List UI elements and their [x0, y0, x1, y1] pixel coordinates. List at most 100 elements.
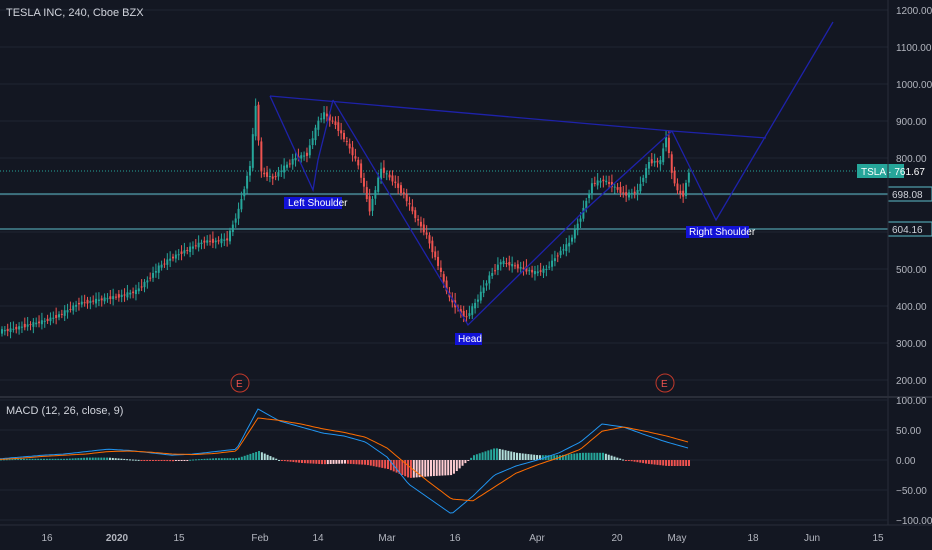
- macd-histogram-bar: [40, 458, 43, 460]
- macd-histogram-bar: [28, 458, 31, 460]
- candle-body: [291, 159, 294, 165]
- level-604-text: 604.16: [892, 225, 923, 236]
- head-shoulders-pattern[interactable]: [269, 21, 834, 327]
- candle-body: [23, 323, 26, 328]
- candle-body: [479, 291, 482, 301]
- earnings-marker-1[interactable]: E: [230, 373, 250, 393]
- price-tick-label: 900.00: [896, 117, 927, 128]
- macd-histogram-bar: [622, 459, 625, 461]
- left-shoulder-label[interactable]: Left Shoulder: [284, 197, 348, 209]
- candle-body: [134, 289, 137, 295]
- candle-body: [60, 313, 63, 315]
- macd-histogram-bar: [326, 460, 329, 465]
- candle-body: [126, 292, 129, 298]
- pattern-left-shoulder-line[interactable]: [269, 95, 334, 193]
- level-tag-698[interactable]: 698.08: [887, 186, 932, 202]
- macd-histogram-bar: [679, 460, 682, 466]
- candle-body: [206, 240, 209, 243]
- macd-histogram-bar: [645, 460, 647, 464]
- candle-body: [343, 132, 345, 140]
- macd-tick-label: −100.00: [896, 516, 932, 527]
- macd-histogram-bar: [192, 459, 195, 461]
- candle-body: [220, 238, 223, 244]
- candle-body: [240, 199, 243, 210]
- candle-body: [351, 147, 354, 156]
- macd-histogram-bar: [232, 458, 235, 460]
- candle-body: [613, 186, 616, 188]
- macd-histogram-bar: [498, 448, 501, 460]
- candle-body: [317, 120, 320, 130]
- macd-histogram-bar: [627, 460, 630, 461]
- candle-body: [46, 318, 49, 321]
- earnings-marker-2[interactable]: E: [655, 373, 675, 393]
- candle-body: [246, 175, 249, 189]
- macd-histogram-bar: [510, 451, 513, 460]
- candle-body: [109, 296, 112, 299]
- candle-body: [602, 179, 605, 182]
- candle-body: [32, 322, 35, 327]
- macd-histogram-bar: [464, 460, 467, 464]
- macd-histogram-bar: [688, 460, 690, 466]
- candle-body: [428, 235, 431, 244]
- macd-histogram-bar: [45, 458, 48, 460]
- macd-histogram-bar: [43, 458, 45, 460]
- candle-body: [323, 112, 326, 120]
- macd-histogram-bar: [676, 460, 679, 466]
- macd-histogram-bar: [682, 460, 685, 466]
- macd-histogram-bar: [387, 460, 389, 469]
- macd-title: MACD (12, 26, close, 9): [6, 405, 124, 417]
- macd-histogram-bar: [504, 450, 507, 460]
- right-shoulder-label[interactable]: Right Shoulder: [686, 226, 756, 238]
- candle-body: [585, 200, 588, 209]
- macd-histogram-bar: [369, 460, 372, 466]
- macd-histogram-bar: [237, 457, 240, 460]
- macd-histogram-bar: [533, 454, 536, 460]
- candle-body: [75, 304, 78, 307]
- price-tick-label: 1000.00: [896, 80, 932, 91]
- level-tag-604[interactable]: 604.16: [887, 221, 932, 237]
- macd-tick-label: −50.00: [896, 486, 927, 497]
- candle-body: [565, 244, 568, 252]
- head-label[interactable]: Head: [455, 333, 482, 345]
- head-text: Head: [458, 334, 482, 345]
- macd-histogram-bar: [91, 457, 94, 460]
- tsla-price-tag[interactable]: TSLA · 761.67: [857, 164, 925, 178]
- macd-axis[interactable]: −100.00 −50.00 0.00 50.00 100.00: [896, 396, 932, 527]
- macd-histogram-bar: [123, 458, 126, 460]
- time-axis[interactable]: 16 2020 15 Feb 14 Mar 16 Apr 20 May 18 Jun 15: [41, 533, 884, 544]
- macd-tick-label: 50.00: [896, 426, 921, 437]
- candle-body: [630, 192, 633, 195]
- macd-histogram-bar: [352, 460, 355, 465]
- macd-histogram-bar: [364, 460, 367, 465]
- macd-histogram-bar: [177, 460, 180, 461]
- macd-tick-label: 100.00: [896, 396, 927, 407]
- macd-histogram-bar: [507, 450, 510, 460]
- pattern-neckline[interactable]: [269, 95, 767, 139]
- candle-body: [642, 177, 645, 182]
- candle-body: [374, 190, 377, 199]
- macd-histogram-bar: [258, 451, 260, 460]
- candle-body: [229, 230, 231, 242]
- pattern-right-shoulder-line[interactable]: [671, 21, 834, 222]
- macd-histogram-bar: [103, 457, 106, 460]
- candle-body: [354, 156, 357, 159]
- candle-body: [12, 328, 15, 330]
- candle-body: [400, 185, 402, 193]
- macd-histogram-bar: [143, 460, 146, 461]
- candle-body: [311, 138, 314, 145]
- earnings-2-text: E: [661, 379, 668, 390]
- price-tick-label: 500.00: [896, 265, 927, 276]
- candle-body: [95, 298, 98, 304]
- candle-body: [163, 263, 166, 265]
- pattern-head-line[interactable]: [332, 99, 673, 327]
- macd-histogram-bar: [278, 459, 281, 461]
- macd-histogram-bar: [616, 457, 619, 460]
- macd-histogram-bar: [309, 460, 312, 464]
- macd-histogram-bar: [8, 459, 11, 461]
- candle-body: [152, 272, 155, 278]
- macd-histogram-bar: [54, 458, 57, 460]
- macd-histogram-bar: [567, 454, 570, 460]
- time-tick-label: Mar: [378, 533, 396, 544]
- candle-body: [266, 172, 269, 177]
